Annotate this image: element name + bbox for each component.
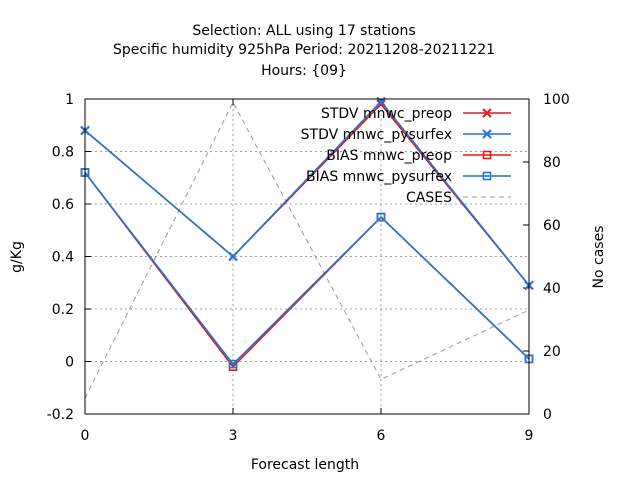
- legend-entry: BIAS mnwc_preop: [326, 148, 511, 164]
- legend-entry: STDV mnwc_pysurfex: [301, 127, 511, 143]
- legend-marker: [482, 150, 492, 160]
- y2-axis-label: No cases: [591, 226, 607, 289]
- data-point: [228, 359, 238, 369]
- grid: [84, 98, 530, 415]
- data-point: [376, 99, 386, 109]
- legend-entry: STDV mnwc_preop: [321, 106, 511, 122]
- legend-marker: [482, 129, 492, 139]
- legend-label: STDV mnwc_preop: [321, 106, 452, 122]
- title-line-2: Specific humidity 925hPa Period: 2021120…: [113, 42, 495, 58]
- y2-tick-label: 20: [543, 344, 561, 360]
- y2-tick-label: 40: [543, 281, 561, 297]
- y-tick-label: 0.6: [52, 197, 74, 213]
- y-tick-label: 0.4: [52, 250, 74, 266]
- y-tick-label: 1: [65, 92, 74, 108]
- series-4: [84, 101, 530, 399]
- y2-tick-label: 80: [543, 155, 561, 171]
- legend-entry: CASES: [406, 190, 511, 206]
- y2-tick-label: 100: [543, 92, 570, 108]
- plot-frame: [84, 98, 530, 415]
- series-line: [84, 101, 530, 399]
- y-axis-label: g/Kg: [9, 241, 25, 273]
- x-tick-label: 0: [81, 428, 90, 444]
- y-tick-label: -0.2: [47, 407, 74, 423]
- x-tick-label: 6: [377, 428, 386, 444]
- series-2: [80, 168, 534, 372]
- x-tick-label: 9: [525, 428, 534, 444]
- legend-label: BIAS mnwc_preop: [326, 148, 452, 164]
- title-line-1: Selection: ALL using 17 stations: [192, 23, 415, 39]
- legend-label: BIAS mnwc_pysurfex: [306, 169, 452, 185]
- y-tick-label: 0.8: [52, 145, 74, 161]
- series-layer: [80, 96, 534, 399]
- legend-entry: BIAS mnwc_pysurfex: [306, 169, 511, 185]
- x-tick-label: 3: [229, 428, 238, 444]
- chart-title: Selection: ALL using 17 stations Specifi…: [113, 23, 495, 79]
- y-tick-label: 0.2: [52, 302, 74, 318]
- y2-tick-label: 0: [543, 407, 552, 423]
- series-3: [80, 168, 534, 369]
- legend-label: CASES: [406, 190, 452, 206]
- legend-marker: [482, 108, 492, 118]
- y2-tick-label: 60: [543, 218, 561, 234]
- series-line: [84, 100, 530, 286]
- series-line: [84, 172, 530, 366]
- title-line-3: Hours: {09}: [261, 63, 347, 79]
- legend-marker: [482, 171, 492, 181]
- x-axis-label: Forecast length: [251, 457, 359, 473]
- legend: STDV mnwc_preop STDV mnwc_pysurfex BIAS mn…: [301, 106, 511, 206]
- y-tick-label: 0: [65, 355, 74, 371]
- data-point: [376, 212, 386, 222]
- legend-label: STDV mnwc_pysurfex: [301, 127, 452, 143]
- data-point: [228, 251, 238, 262]
